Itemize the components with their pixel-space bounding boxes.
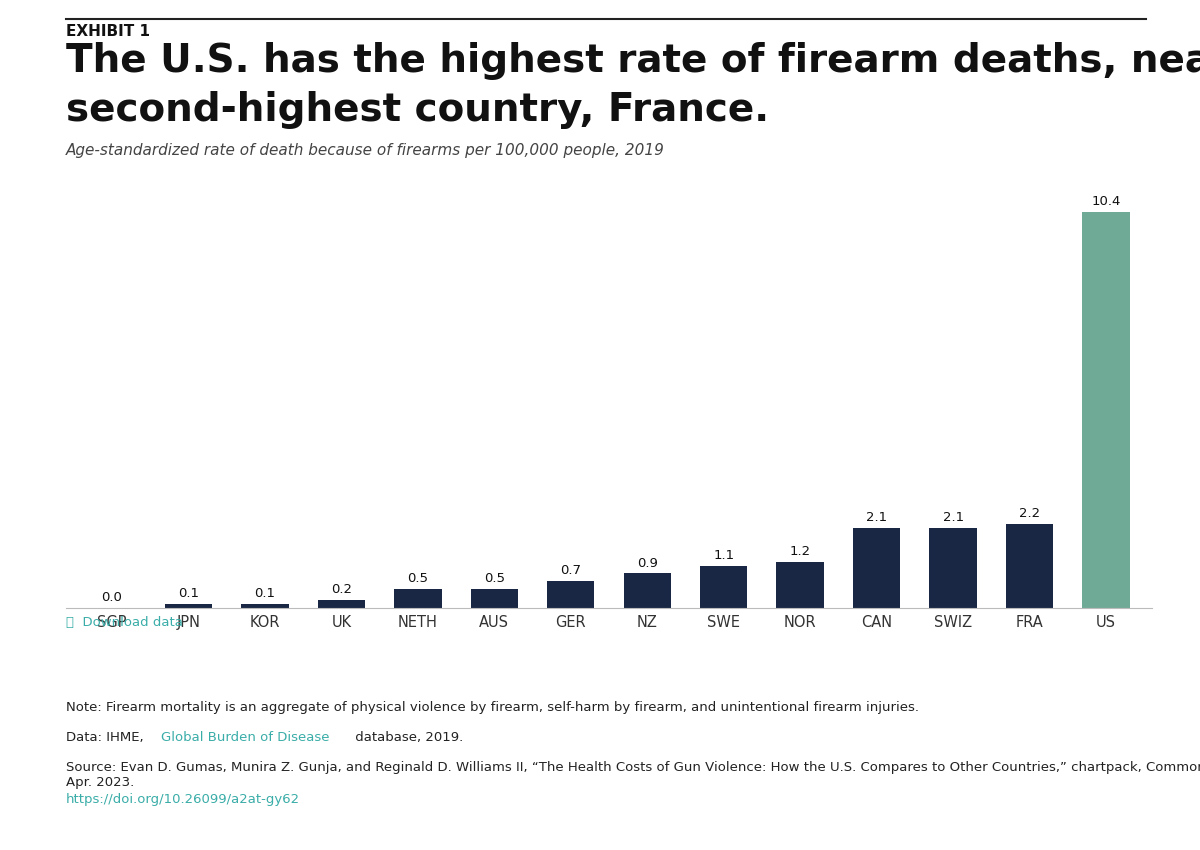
Text: The U.S. has the highest rate of firearm deaths, nearly five times that of the: The U.S. has the highest rate of firearm… (66, 42, 1200, 81)
Bar (164, 604, 212, 608)
Bar (853, 528, 900, 608)
Text: 1.2: 1.2 (790, 545, 811, 558)
Text: 0.1: 0.1 (178, 587, 199, 600)
Text: 2.1: 2.1 (942, 511, 964, 524)
Bar (547, 581, 594, 608)
Text: database, 2019.: database, 2019. (352, 731, 463, 744)
Text: 0.1: 0.1 (254, 587, 275, 600)
Bar (318, 600, 365, 608)
Text: Source: Evan D. Gumas, Munira Z. Gunja, and Reginald D. Williams II, “The Health: Source: Evan D. Gumas, Munira Z. Gunja, … (66, 761, 1200, 789)
Text: 1.1: 1.1 (713, 549, 734, 562)
Text: 0.5: 0.5 (484, 572, 505, 585)
Text: 0.7: 0.7 (560, 564, 581, 577)
Bar (1082, 212, 1130, 608)
Text: Global Burden of Disease: Global Burden of Disease (161, 731, 330, 744)
Bar (241, 604, 288, 608)
Text: Age-standardized rate of death because of firearms per 100,000 people, 2019: Age-standardized rate of death because o… (66, 143, 665, 158)
Text: 0.5: 0.5 (407, 572, 428, 585)
Text: 2.1: 2.1 (866, 511, 887, 524)
Bar (700, 566, 748, 608)
Bar (470, 589, 518, 608)
Bar (1006, 524, 1054, 608)
Bar (624, 574, 671, 608)
Text: Note: Firearm mortality is an aggregate of physical violence by firearm, self-ha: Note: Firearm mortality is an aggregate … (66, 701, 919, 714)
Text: 0.9: 0.9 (637, 557, 658, 570)
Text: second-highest country, France.: second-highest country, France. (66, 91, 769, 129)
Text: EXHIBIT 1: EXHIBIT 1 (66, 24, 150, 39)
Text: 10.4: 10.4 (1092, 195, 1121, 208)
Text: https://doi.org/10.26099/a2at-gy62: https://doi.org/10.26099/a2at-gy62 (66, 793, 300, 806)
Text: 2.2: 2.2 (1019, 507, 1040, 520)
Text: 0.0: 0.0 (102, 591, 122, 604)
Bar (394, 589, 442, 608)
Text: ⤓  Download data: ⤓ Download data (66, 616, 182, 629)
Bar (930, 528, 977, 608)
Text: Data: IHME,: Data: IHME, (66, 731, 148, 744)
Text: 0.2: 0.2 (331, 583, 352, 597)
Bar (776, 562, 824, 608)
